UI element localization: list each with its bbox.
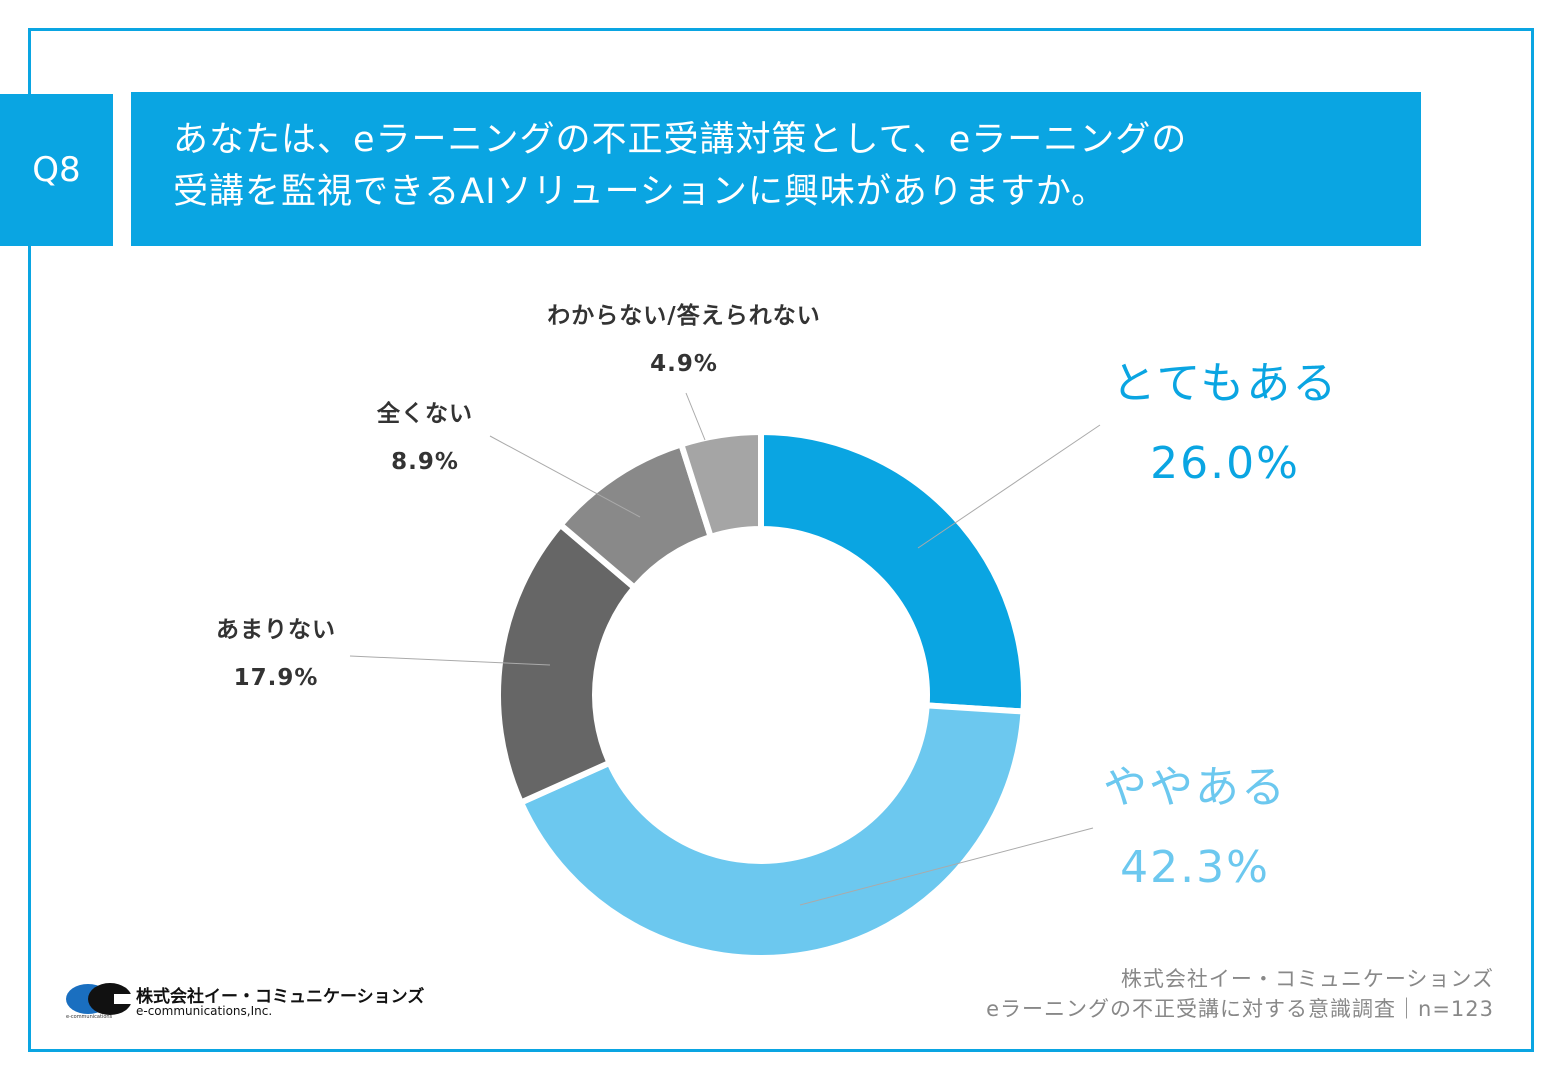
value-label: 17.9%: [233, 665, 319, 691]
category-label: とてもある: [1111, 358, 1339, 409]
value-label: 4.9%: [650, 351, 718, 377]
label-slice-4: わからない/答えられない 4.9%: [504, 292, 864, 388]
chart-frame: [28, 28, 1534, 1052]
footer-company: 株式会社イー・コミュニケーションズ: [1120, 967, 1494, 991]
donut-slice-1: [516, 702, 1027, 961]
leader-line-1: [799, 827, 1094, 906]
value-label: 26.0%: [1150, 438, 1300, 489]
category-label: あまりない: [216, 617, 336, 643]
leader-line-4: [685, 392, 706, 441]
label-slice-3: 全くない 8.9%: [345, 390, 505, 486]
footer-survey: eラーニングの不正受講に対する意識調査｜n=123: [986, 997, 1494, 1021]
category-label: 全くない: [377, 401, 473, 427]
label-slice-2: あまりない 17.9%: [196, 606, 356, 702]
donut-slice-4: [677, 428, 764, 541]
question-title-line-1: あなたは、eラーニングの不正受講対策として、eラーニングの: [173, 120, 1188, 160]
value-label: 8.9%: [391, 449, 459, 475]
logo-jp-text: 株式会社イー・コミュニケーションズ: [136, 987, 425, 1007]
question-title: あなたは、eラーニングの不正受講対策として、eラーニングの 受講を監視できるAI…: [131, 92, 1421, 246]
logo-mark-icon: [66, 983, 132, 1015]
company-logo: 株式会社イー・コミュニケーションズ e-communications,Inc. …: [66, 980, 426, 1030]
category-label: わからない/答えられない: [547, 303, 821, 329]
category-label: ややある: [1103, 762, 1287, 813]
leader-line-3: [489, 435, 641, 518]
label-slice-1: ややある 42.3%: [1080, 748, 1310, 908]
leader-line-0: [917, 424, 1101, 549]
value-label: 42.3%: [1120, 842, 1270, 893]
label-slice-0: とてもある 26.0%: [1100, 344, 1350, 504]
logo-en-text: e-communications,Inc.: [136, 1004, 273, 1018]
footer-source: 株式会社イー・コミュニケーションズ eラーニングの不正受講に対する意識調査｜n=…: [986, 964, 1494, 1024]
logo-small-text: e-communications: [66, 1014, 113, 1020]
donut-slice-0: [758, 428, 1027, 715]
question-title-line-2: 受講を監視できるAIソリューションに興味がありますか。: [173, 172, 1108, 212]
leader-line-2: [349, 655, 551, 666]
question-number: Q8: [0, 94, 113, 246]
